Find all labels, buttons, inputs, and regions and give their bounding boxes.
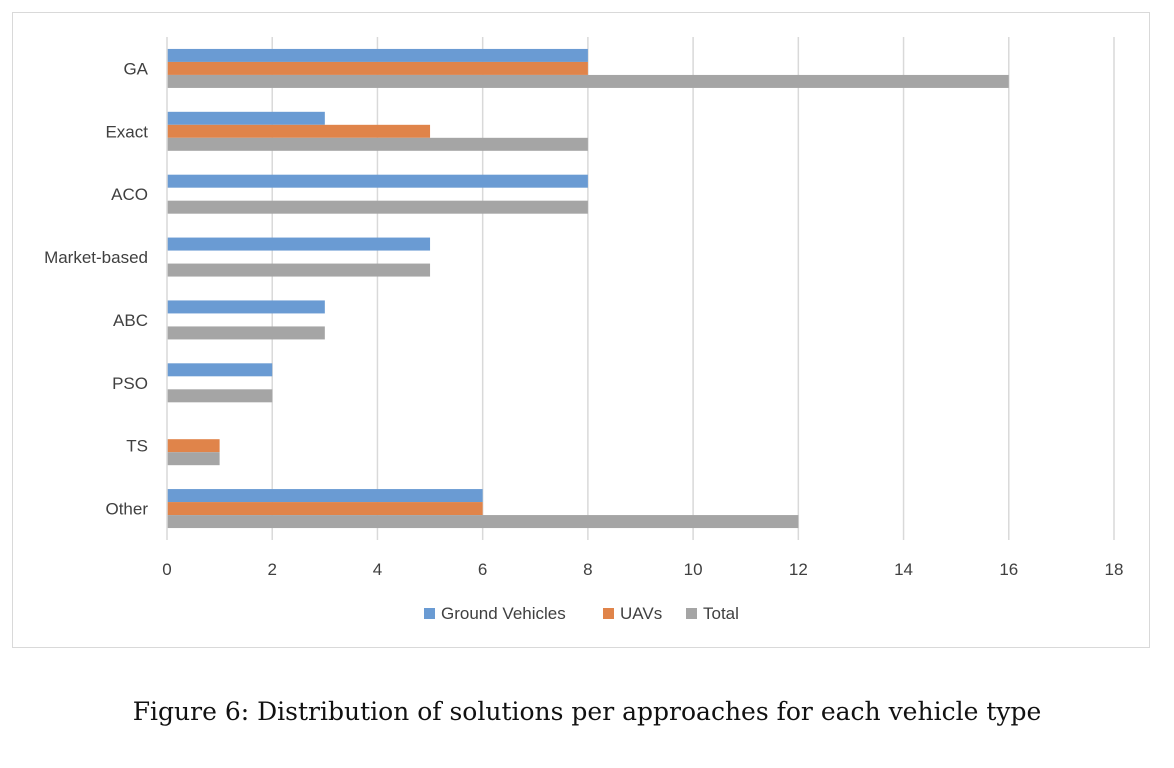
x-tick-label: 8 bbox=[583, 560, 592, 579]
bar-exact-total bbox=[167, 137, 588, 151]
bar-pso-ground-vehicles bbox=[167, 363, 273, 377]
bar-other-total bbox=[167, 515, 799, 529]
bar-other-ground-vehicles bbox=[167, 489, 483, 503]
bar-market-based-total bbox=[167, 263, 431, 277]
bar-ga-uavs bbox=[167, 61, 588, 75]
category-label: PSO bbox=[112, 374, 148, 393]
bar-ga-total bbox=[167, 74, 1009, 88]
bar-market-based-ground-vehicles bbox=[167, 237, 431, 251]
bar-exact-uavs bbox=[167, 124, 431, 138]
x-tick-label: 2 bbox=[267, 560, 276, 579]
bar-exact-ground-vehicles bbox=[167, 111, 325, 125]
x-tick-label: 18 bbox=[1105, 560, 1124, 579]
legend-label: Total bbox=[703, 604, 739, 623]
x-tick-label: 14 bbox=[894, 560, 913, 579]
legend-swatch-total bbox=[686, 608, 697, 619]
x-tick-label: 6 bbox=[478, 560, 487, 579]
bar-abc-total bbox=[167, 326, 325, 340]
legend-label: Ground Vehicles bbox=[441, 604, 566, 623]
legend-swatch-ground-vehicles bbox=[424, 608, 435, 619]
category-label: TS bbox=[126, 437, 148, 456]
legend-label: UAVs bbox=[620, 604, 662, 623]
bar-ts-uavs bbox=[167, 439, 220, 453]
category-label: Market-based bbox=[44, 248, 148, 267]
category-label: GA bbox=[123, 59, 148, 78]
bar-ts-total bbox=[167, 452, 220, 466]
figure-caption: Figure 6: Distribution of solutions per … bbox=[132, 697, 1042, 726]
bar-ga-ground-vehicles bbox=[167, 48, 588, 62]
bar-chart: 0 2 4 6 8 10 12 14 16 18 GA Exact ACO Market-based ABC… bbox=[44, 37, 1124, 623]
bar-aco-ground-vehicles bbox=[167, 174, 588, 188]
x-tick-label: 16 bbox=[999, 560, 1018, 579]
category-label: ACO bbox=[111, 185, 148, 204]
bar-other-uavs bbox=[167, 502, 483, 516]
bar-abc-ground-vehicles bbox=[167, 300, 325, 314]
x-tick-label: 12 bbox=[789, 560, 808, 579]
bar-aco-total bbox=[167, 200, 588, 214]
x-tick-label: 0 bbox=[162, 560, 171, 579]
category-label: ABC bbox=[113, 311, 148, 330]
legend-swatch-uavs bbox=[603, 608, 614, 619]
category-label: Exact bbox=[105, 122, 148, 141]
x-tick-label: 10 bbox=[684, 560, 703, 579]
x-tick-label: 4 bbox=[373, 560, 382, 579]
category-label: Other bbox=[105, 500, 148, 519]
bar-pso-total bbox=[167, 389, 273, 403]
